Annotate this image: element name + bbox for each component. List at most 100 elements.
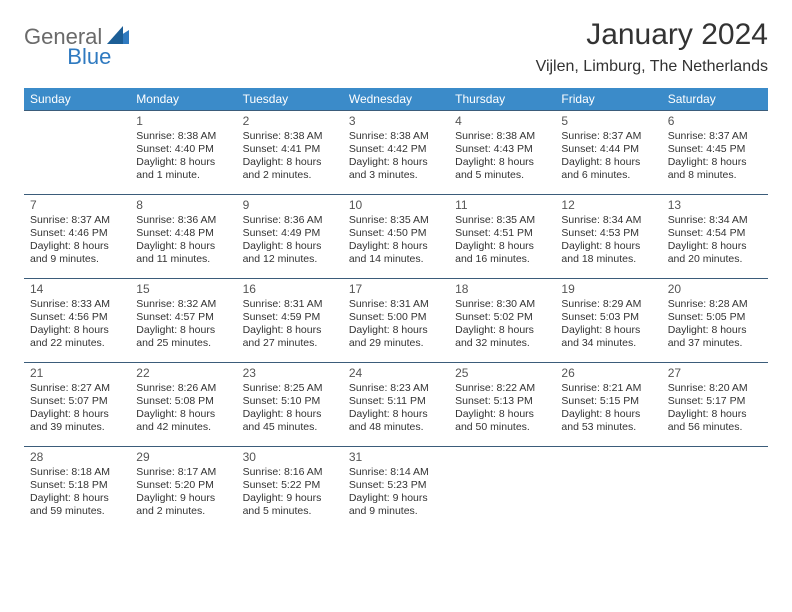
daylight-text: Daylight: 8 hours — [243, 324, 337, 337]
calendar-day-cell: 16Sunrise: 8:31 AMSunset: 4:59 PMDayligh… — [237, 279, 343, 363]
calendar-day-cell: 10Sunrise: 8:35 AMSunset: 4:50 PMDayligh… — [343, 195, 449, 279]
daylight-text: and 5 minutes. — [455, 169, 549, 182]
sunrise-text: Sunrise: 8:31 AM — [349, 298, 443, 311]
sunrise-text: Sunrise: 8:25 AM — [243, 382, 337, 395]
daylight-text: Daylight: 9 hours — [349, 492, 443, 505]
day-number: 22 — [136, 366, 230, 381]
daylight-text: Daylight: 8 hours — [349, 408, 443, 421]
calendar-day-cell: 31Sunrise: 8:14 AMSunset: 5:23 PMDayligh… — [343, 447, 449, 531]
daylight-text: Daylight: 8 hours — [243, 240, 337, 253]
daylight-text: Daylight: 9 hours — [136, 492, 230, 505]
daylight-text: and 6 minutes. — [561, 169, 655, 182]
calendar-day-cell: 2Sunrise: 8:38 AMSunset: 4:41 PMDaylight… — [237, 111, 343, 195]
daylight-text: Daylight: 8 hours — [561, 408, 655, 421]
calendar-day-cell: 30Sunrise: 8:16 AMSunset: 5:22 PMDayligh… — [237, 447, 343, 531]
day-number: 7 — [30, 198, 124, 213]
daylight-text: and 11 minutes. — [136, 253, 230, 266]
daylight-text: and 2 minutes. — [243, 169, 337, 182]
calendar-day-cell: 17Sunrise: 8:31 AMSunset: 5:00 PMDayligh… — [343, 279, 449, 363]
daylight-text: Daylight: 8 hours — [561, 324, 655, 337]
day-number: 14 — [30, 282, 124, 297]
location: Vijlen, Limburg, The Netherlands — [536, 58, 768, 76]
calendar-day-cell: 19Sunrise: 8:29 AMSunset: 5:03 PMDayligh… — [555, 279, 661, 363]
sunrise-text: Sunrise: 8:17 AM — [136, 466, 230, 479]
day-number: 30 — [243, 450, 337, 465]
daylight-text: and 3 minutes. — [349, 169, 443, 182]
weekday-header: Friday — [555, 88, 661, 111]
day-number: 3 — [349, 114, 443, 129]
calendar-day-cell — [24, 111, 130, 195]
sunrise-text: Sunrise: 8:22 AM — [455, 382, 549, 395]
daylight-text: and 25 minutes. — [136, 337, 230, 350]
sunset-text: Sunset: 4:41 PM — [243, 143, 337, 156]
sunrise-text: Sunrise: 8:38 AM — [349, 130, 443, 143]
calendar-week-row: 1Sunrise: 8:38 AMSunset: 4:40 PMDaylight… — [24, 111, 768, 195]
calendar-day-cell: 12Sunrise: 8:34 AMSunset: 4:53 PMDayligh… — [555, 195, 661, 279]
daylight-text: and 5 minutes. — [243, 505, 337, 518]
calendar-day-cell: 3Sunrise: 8:38 AMSunset: 4:42 PMDaylight… — [343, 111, 449, 195]
sunset-text: Sunset: 5:08 PM — [136, 395, 230, 408]
calendar-day-cell: 5Sunrise: 8:37 AMSunset: 4:44 PMDaylight… — [555, 111, 661, 195]
day-number: 13 — [668, 198, 762, 213]
sunset-text: Sunset: 4:59 PM — [243, 311, 337, 324]
sunset-text: Sunset: 4:46 PM — [30, 227, 124, 240]
weekday-header: Monday — [130, 88, 236, 111]
day-number: 28 — [30, 450, 124, 465]
sunrise-text: Sunrise: 8:38 AM — [243, 130, 337, 143]
sunset-text: Sunset: 4:53 PM — [561, 227, 655, 240]
sunset-text: Sunset: 4:40 PM — [136, 143, 230, 156]
sunset-text: Sunset: 4:51 PM — [455, 227, 549, 240]
sunset-text: Sunset: 5:17 PM — [668, 395, 762, 408]
calendar-week-row: 7Sunrise: 8:37 AMSunset: 4:46 PMDaylight… — [24, 195, 768, 279]
day-number: 19 — [561, 282, 655, 297]
calendar-day-cell: 21Sunrise: 8:27 AMSunset: 5:07 PMDayligh… — [24, 363, 130, 447]
daylight-text: and 14 minutes. — [349, 253, 443, 266]
daylight-text: Daylight: 8 hours — [136, 156, 230, 169]
calendar-day-cell: 15Sunrise: 8:32 AMSunset: 4:57 PMDayligh… — [130, 279, 236, 363]
daylight-text: Daylight: 8 hours — [243, 408, 337, 421]
sunrise-text: Sunrise: 8:30 AM — [455, 298, 549, 311]
sunrise-text: Sunrise: 8:31 AM — [243, 298, 337, 311]
sunrise-text: Sunrise: 8:27 AM — [30, 382, 124, 395]
sunset-text: Sunset: 5:13 PM — [455, 395, 549, 408]
daylight-text: and 32 minutes. — [455, 337, 549, 350]
daylight-text: and 42 minutes. — [136, 421, 230, 434]
logo-text-blue: Blue — [67, 44, 111, 70]
sunrise-text: Sunrise: 8:34 AM — [668, 214, 762, 227]
sunset-text: Sunset: 5:22 PM — [243, 479, 337, 492]
daylight-text: and 18 minutes. — [561, 253, 655, 266]
sunset-text: Sunset: 4:56 PM — [30, 311, 124, 324]
calendar-week-row: 28Sunrise: 8:18 AMSunset: 5:18 PMDayligh… — [24, 447, 768, 531]
daylight-text: Daylight: 8 hours — [349, 324, 443, 337]
daylight-text: and 1 minute. — [136, 169, 230, 182]
sunrise-text: Sunrise: 8:36 AM — [243, 214, 337, 227]
weekday-header: Tuesday — [237, 88, 343, 111]
sunrise-text: Sunrise: 8:37 AM — [668, 130, 762, 143]
sunrise-text: Sunrise: 8:14 AM — [349, 466, 443, 479]
daylight-text: Daylight: 8 hours — [30, 240, 124, 253]
daylight-text: Daylight: 8 hours — [30, 324, 124, 337]
sunrise-text: Sunrise: 8:37 AM — [561, 130, 655, 143]
daylight-text: and 56 minutes. — [668, 421, 762, 434]
calendar-day-cell: 4Sunrise: 8:38 AMSunset: 4:43 PMDaylight… — [449, 111, 555, 195]
daylight-text: and 9 minutes. — [30, 253, 124, 266]
calendar-day-cell: 23Sunrise: 8:25 AMSunset: 5:10 PMDayligh… — [237, 363, 343, 447]
daylight-text: and 34 minutes. — [561, 337, 655, 350]
sunset-text: Sunset: 5:18 PM — [30, 479, 124, 492]
calendar-day-cell: 20Sunrise: 8:28 AMSunset: 5:05 PMDayligh… — [662, 279, 768, 363]
daylight-text: Daylight: 8 hours — [668, 240, 762, 253]
weekday-header: Thursday — [449, 88, 555, 111]
calendar-week-row: 14Sunrise: 8:33 AMSunset: 4:56 PMDayligh… — [24, 279, 768, 363]
weekday-header-row: Sunday Monday Tuesday Wednesday Thursday… — [24, 88, 768, 111]
day-number: 12 — [561, 198, 655, 213]
sunset-text: Sunset: 4:44 PM — [561, 143, 655, 156]
day-number: 4 — [455, 114, 549, 129]
sunrise-text: Sunrise: 8:36 AM — [136, 214, 230, 227]
day-number: 20 — [668, 282, 762, 297]
calendar-day-cell: 25Sunrise: 8:22 AMSunset: 5:13 PMDayligh… — [449, 363, 555, 447]
day-number: 5 — [561, 114, 655, 129]
sunset-text: Sunset: 4:48 PM — [136, 227, 230, 240]
daylight-text: and 48 minutes. — [349, 421, 443, 434]
sunset-text: Sunset: 4:54 PM — [668, 227, 762, 240]
daylight-text: and 53 minutes. — [561, 421, 655, 434]
